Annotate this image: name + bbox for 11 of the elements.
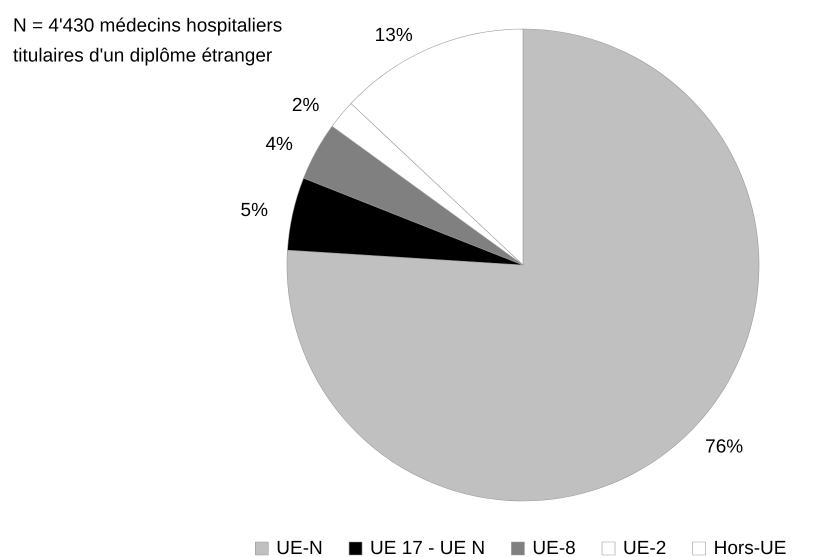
- data-label: 2%: [292, 95, 320, 116]
- legend-label: UE 17 - UE N: [370, 538, 486, 557]
- data-label: 76%: [705, 436, 744, 458]
- data-label: 4%: [265, 134, 294, 156]
- legend-label: Hors-UE: [714, 538, 786, 557]
- legend-label: UE-2: [623, 538, 666, 557]
- legend-label: UE-N: [276, 538, 323, 557]
- data-label: 5%: [240, 200, 268, 221]
- data-label: 13%: [374, 25, 413, 46]
- legend-label: UE-8: [532, 538, 576, 557]
- chart-title: N = 4'430 médecins hospitaliers titulaires d'un diplôme étranger: [13, 16, 288, 66]
